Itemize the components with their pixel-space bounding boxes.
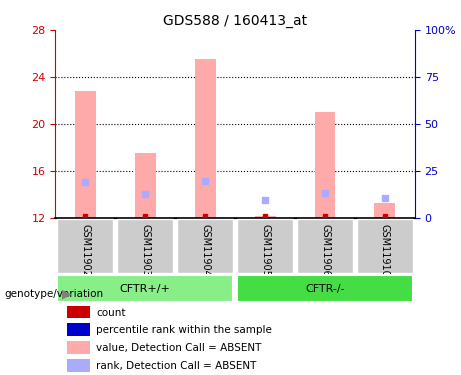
FancyBboxPatch shape <box>237 275 413 302</box>
Bar <box>254 216 276 217</box>
Text: GSM11905: GSM11905 <box>260 224 270 277</box>
Bar <box>135 153 156 218</box>
Bar <box>67 359 90 372</box>
Bar <box>67 323 90 336</box>
FancyBboxPatch shape <box>297 219 353 273</box>
Text: rank, Detection Call = ABSENT: rank, Detection Call = ABSENT <box>96 361 256 371</box>
Text: ▶: ▶ <box>62 288 72 301</box>
FancyBboxPatch shape <box>117 219 173 273</box>
Text: CFTR-/-: CFTR-/- <box>305 284 345 294</box>
FancyBboxPatch shape <box>177 219 233 273</box>
Bar <box>374 203 396 217</box>
Text: genotype/variation: genotype/variation <box>5 290 104 299</box>
Text: GSM11903: GSM11903 <box>140 224 150 277</box>
Text: CFTR+/+: CFTR+/+ <box>120 284 171 294</box>
FancyBboxPatch shape <box>237 219 293 273</box>
Text: value, Detection Call = ABSENT: value, Detection Call = ABSENT <box>96 343 261 353</box>
Text: count: count <box>96 308 125 318</box>
Bar <box>67 341 90 354</box>
FancyBboxPatch shape <box>57 275 233 302</box>
Text: GSM11910: GSM11910 <box>380 224 390 277</box>
Text: GSM11906: GSM11906 <box>320 224 330 277</box>
FancyBboxPatch shape <box>357 219 413 273</box>
Bar <box>67 306 90 318</box>
Text: GSM11902: GSM11902 <box>80 224 90 277</box>
Bar <box>75 91 96 218</box>
Bar <box>314 112 336 218</box>
Text: percentile rank within the sample: percentile rank within the sample <box>96 326 272 336</box>
Title: GDS588 / 160413_at: GDS588 / 160413_at <box>163 13 307 28</box>
Text: GSM11904: GSM11904 <box>200 224 210 277</box>
Bar <box>195 59 216 217</box>
FancyBboxPatch shape <box>57 219 113 273</box>
